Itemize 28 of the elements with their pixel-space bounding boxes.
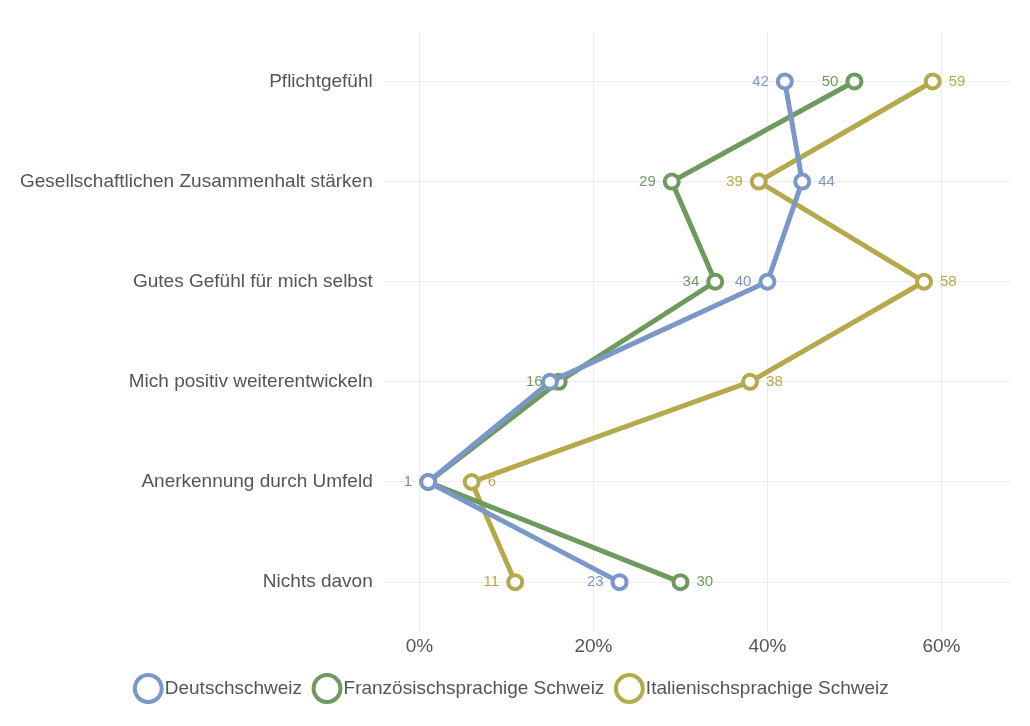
data-label: 29 — [639, 171, 656, 189]
y-tick-label: Gesellschaftlichen Zusammenhalt stärken — [20, 169, 373, 191]
data-label: 42 — [752, 71, 769, 89]
y-tick-label: Anerkennung durch Umfeld — [141, 470, 373, 492]
data-label: 39 — [726, 171, 743, 189]
data-label: 44 — [818, 171, 835, 189]
legend-label: Italienischsprachige Schweiz — [645, 676, 889, 698]
x-tick-label: 0% — [405, 634, 434, 656]
data-label: 1 — [403, 472, 413, 490]
data-label: 34 — [682, 271, 700, 289]
legend-label: Deutschschweiz — [164, 676, 303, 698]
y-tick-label: Mich positiv weiterentwickeln — [128, 370, 373, 392]
data-label: 40 — [734, 271, 752, 289]
x-tick-label: 40% — [748, 634, 787, 656]
legend-label: Französischsprachige Schweiz — [343, 676, 605, 698]
data-label: 50 — [821, 71, 839, 89]
data-label: 38 — [766, 372, 783, 390]
data-label: 58 — [940, 271, 957, 289]
data-label: 30 — [696, 572, 714, 590]
x-tick-label: 20% — [574, 634, 613, 656]
data-label: 23 — [586, 572, 604, 590]
y-tick-label: Nichts davon — [262, 570, 373, 592]
data-label: 11 — [483, 572, 500, 590]
y-tick-label: Pflichtgefühl — [269, 69, 373, 91]
data-label: 59 — [948, 71, 966, 89]
y-tick-label: Gutes Gefühl für mich selbst — [133, 269, 374, 291]
data-label: 16 — [526, 372, 543, 390]
x-tick-label: 60% — [922, 634, 961, 656]
